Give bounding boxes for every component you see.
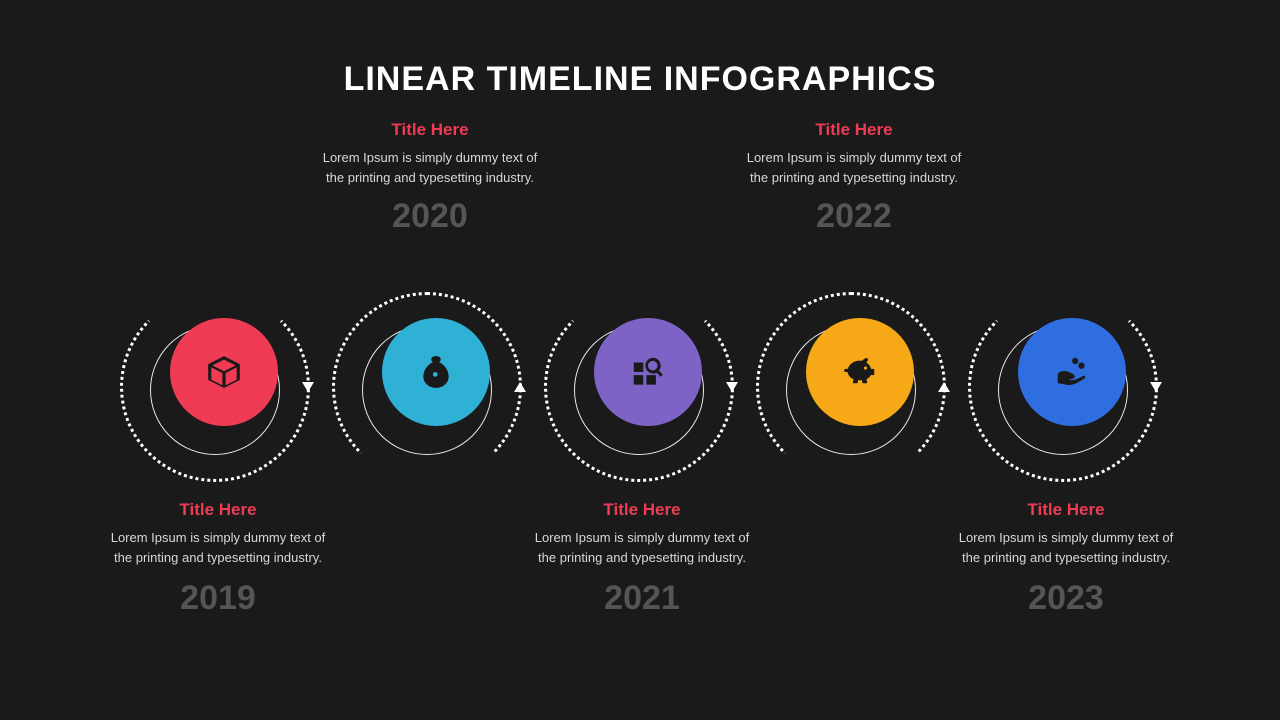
entry-desc: Lorem Ipsum is simply dummy text of the … <box>320 148 540 187</box>
bag-icon <box>417 353 455 391</box>
label-block-2020: Title Here Lorem Ipsum is simply dummy t… <box>320 120 540 236</box>
entry-year: 2023 <box>956 579 1176 618</box>
arrowhead-icon <box>514 382 526 392</box>
label-block-2019: Title Here Lorem Ipsum is simply dummy t… <box>108 500 328 618</box>
timeline-container <box>0 300 1280 480</box>
label-block-2022: Title Here Lorem Ipsum is simply dummy t… <box>744 120 964 236</box>
arrowhead-icon <box>938 382 950 392</box>
box-icon <box>205 353 243 391</box>
entry-title: Title Here <box>108 500 328 520</box>
label-block-2023: Title Here Lorem Ipsum is simply dummy t… <box>956 500 1176 618</box>
entry-desc: Lorem Ipsum is simply dummy text of the … <box>108 528 328 567</box>
entry-title: Title Here <box>532 500 752 520</box>
circle-2020 <box>382 318 490 426</box>
entry-title: Title Here <box>956 500 1176 520</box>
entry-year: 2021 <box>532 579 752 618</box>
arrowhead-icon <box>302 382 314 392</box>
label-block-2021: Title Here Lorem Ipsum is simply dummy t… <box>532 500 752 618</box>
hand-icon <box>1053 353 1091 391</box>
entry-year: 2022 <box>744 197 964 236</box>
entry-year: 2019 <box>108 579 328 618</box>
circle-2023 <box>1018 318 1126 426</box>
arrowhead-icon <box>726 382 738 392</box>
circle-2019 <box>170 318 278 426</box>
entry-title: Title Here <box>744 120 964 140</box>
entry-year: 2020 <box>320 197 540 236</box>
piggy-icon <box>841 353 879 391</box>
page-title: LINEAR TIMELINE INFOGRAPHICS <box>0 60 1280 99</box>
entry-title: Title Here <box>320 120 540 140</box>
arrowhead-icon <box>1150 382 1162 392</box>
entry-desc: Lorem Ipsum is simply dummy text of the … <box>744 148 964 187</box>
circle-2022 <box>806 318 914 426</box>
entry-desc: Lorem Ipsum is simply dummy text of the … <box>956 528 1176 567</box>
entry-desc: Lorem Ipsum is simply dummy text of the … <box>532 528 752 567</box>
search-icon <box>629 353 667 391</box>
circle-2021 <box>594 318 702 426</box>
